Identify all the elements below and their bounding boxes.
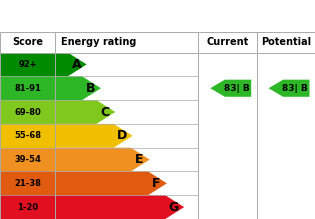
Text: 21-38: 21-38 [14, 179, 41, 188]
Text: Score: Score [12, 37, 43, 48]
Bar [0, 195, 55, 219]
Text: A: A [72, 58, 81, 71]
Text: 83| B: 83| B [282, 84, 308, 93]
Bar [0, 148, 55, 171]
Text: Potential: Potential [261, 37, 311, 48]
Polygon shape [55, 76, 101, 100]
Polygon shape [55, 195, 184, 219]
Text: Energy rating: Energy rating [61, 37, 137, 48]
Text: 1-20: 1-20 [17, 203, 38, 212]
Polygon shape [268, 80, 309, 97]
Text: B: B [86, 82, 95, 95]
Text: E: E [135, 153, 144, 166]
Text: Energy Efficiency Rating: Energy Efficiency Rating [8, 10, 191, 23]
Text: 69-80: 69-80 [14, 108, 41, 117]
Bar [0, 100, 55, 124]
Text: 92+: 92+ [18, 60, 37, 69]
Polygon shape [55, 171, 167, 195]
Text: 39-54: 39-54 [14, 155, 41, 164]
Text: Current: Current [206, 37, 249, 48]
Text: 81-91: 81-91 [14, 84, 41, 93]
Bar [0, 171, 55, 195]
Text: 55-68: 55-68 [14, 131, 41, 140]
Polygon shape [55, 100, 115, 124]
Polygon shape [55, 148, 150, 171]
Text: F: F [152, 177, 161, 190]
Polygon shape [210, 80, 251, 97]
Bar [0, 76, 55, 100]
Bar [0, 124, 55, 148]
Polygon shape [55, 124, 133, 148]
Bar [0, 53, 55, 76]
Text: G: G [169, 201, 179, 214]
Text: C: C [100, 106, 110, 118]
Text: D: D [117, 129, 127, 142]
Polygon shape [55, 53, 87, 76]
Text: 83| B: 83| B [224, 84, 249, 93]
